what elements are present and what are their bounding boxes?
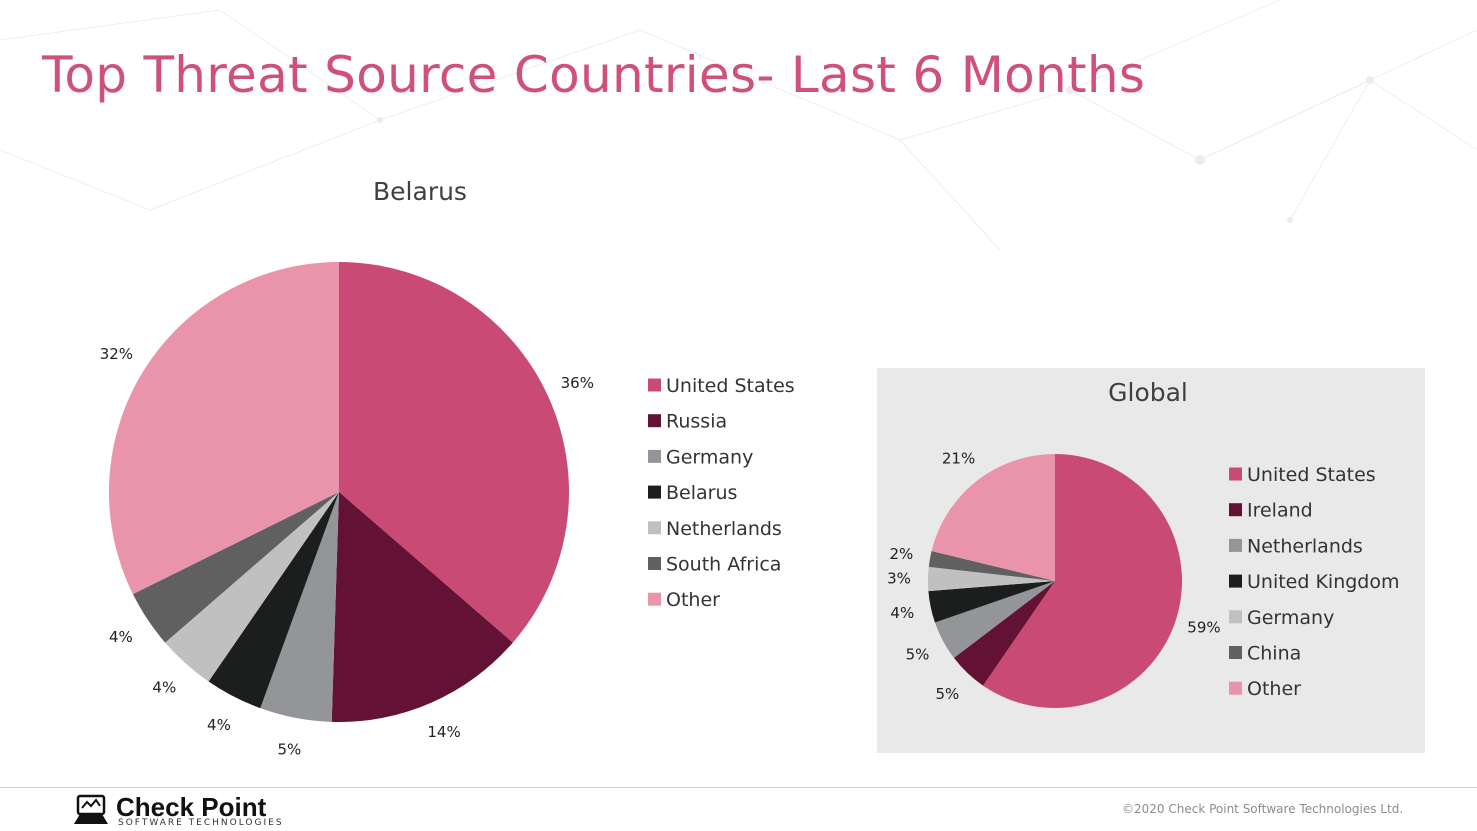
slice-label-belarus-russia: 14% — [427, 723, 460, 741]
slice-label-belarus-germany: 5% — [278, 740, 302, 758]
pie-slice-belarus-united-states — [339, 262, 569, 643]
legend-swatch-belarus-south-africa — [648, 557, 661, 570]
pie-slice-global-ireland — [953, 581, 1055, 686]
pie-slice-global-china — [928, 551, 1055, 581]
legend-swatch-belarus-netherlands — [648, 521, 661, 535]
legend-label-global-ireland: Ireland — [1247, 500, 1313, 522]
legend-label-belarus-germany: Germany — [666, 446, 753, 468]
pie-slice-belarus-netherlands — [165, 492, 339, 682]
legend-label-belarus-south-africa: South Africa — [666, 554, 781, 576]
pie-slice-global-other — [931, 453, 1055, 581]
slice-label-belarus-other: 32% — [100, 345, 133, 363]
slice-label-global-germany: 3% — [887, 570, 911, 588]
legend-label-belarus-russia: Russia — [666, 411, 727, 433]
legend-swatch-belarus-russia — [648, 414, 661, 428]
background-network-pattern — [0, 0, 1477, 251]
slice-label-belarus-south-africa: 4% — [109, 628, 133, 646]
slice-label-belarus-united-states: 36% — [561, 374, 594, 392]
pie-slice-belarus-south-africa — [132, 492, 339, 643]
slice-label-global-united-kingdom: 4% — [890, 604, 914, 622]
footer-divider — [0, 787, 1477, 788]
logo-subtitle: SOFTWARE TECHNOLOGIES — [118, 818, 284, 828]
legend-label-global-netherlands: Netherlands — [1247, 535, 1363, 557]
check-point-logo-icon — [74, 794, 108, 824]
legend-swatch-belarus-belarus — [648, 485, 661, 499]
pie-slice-belarus-germany — [260, 492, 339, 722]
slice-label-global-china: 2% — [889, 545, 913, 563]
pie-global: 59% 5% 5% 4% 3% 2% 21% United States Ireland Neth… — [887, 449, 1400, 708]
legend-label-belarus-netherlands: Netherlands — [666, 518, 782, 540]
pie-slice-belarus-russia — [331, 492, 513, 722]
legend-label-global-germany: Germany — [1247, 607, 1334, 629]
pie-belarus: 36% 14% 5% 4% 4% 4% 32% United States Russia Germ… — [100, 262, 795, 758]
legend-swatch-global-united-states — [1229, 467, 1242, 481]
pie-slice-belarus-other — [109, 262, 339, 595]
slice-label-belarus-netherlands: 4% — [152, 678, 176, 696]
chart-title-global: Global — [1108, 378, 1188, 407]
legend-label-global-united-kingdom: United Kingdom — [1247, 571, 1400, 593]
legend-label-global-united-states: United States — [1247, 464, 1376, 486]
copyright-text: ©2020 Check Point Software Technologies … — [1122, 802, 1404, 816]
legend-swatch-belarus-germany — [648, 449, 661, 463]
check-point-logo: Check Point SOFTWARE TECHNOLOGIES — [72, 792, 312, 828]
legend-label-global-other: Other — [1247, 678, 1301, 700]
legend-label-belarus-belarus: Belarus — [666, 482, 737, 504]
legend-label-belarus-united-states: United States — [666, 375, 795, 397]
legend-swatch-belarus-united-states — [648, 378, 661, 392]
legend-swatch-global-netherlands — [1229, 538, 1242, 552]
slice-label-global-netherlands: 5% — [906, 646, 930, 664]
slice-label-global-united-states: 59% — [1187, 618, 1220, 636]
legend-label-global-china: China — [1247, 643, 1301, 665]
pie-slice-belarus-belarus — [208, 492, 339, 709]
legend-swatch-global-china — [1229, 646, 1242, 659]
slice-label-global-ireland: 5% — [935, 685, 959, 703]
legend-swatch-global-other — [1229, 681, 1242, 695]
legend-swatch-global-germany — [1229, 610, 1242, 624]
legend-swatch-global-ireland — [1229, 503, 1242, 517]
legend-label-belarus-other: Other — [666, 589, 720, 611]
pie-slice-global-united-states — [982, 454, 1182, 708]
legend-swatch-global-united-kingdom — [1229, 574, 1242, 588]
pie-slice-global-netherlands — [934, 581, 1055, 658]
slice-label-belarus-belarus: 4% — [207, 716, 231, 734]
pie-slice-global-germany — [928, 566, 1055, 592]
charts-canvas: Belarus Global 36% 14% 5% 4% 4% 4% 32% United S… — [100, 177, 1425, 758]
chart-title-belarus: Belarus — [373, 177, 467, 206]
slice-label-global-other: 21% — [942, 449, 975, 467]
logo-name: Check Point — [116, 792, 267, 822]
page-title: Top Threat Source Countries- Last 6 Mont… — [42, 46, 1146, 104]
pie-slice-global-united-kingdom — [928, 581, 1055, 623]
legend-swatch-belarus-other — [648, 592, 661, 606]
